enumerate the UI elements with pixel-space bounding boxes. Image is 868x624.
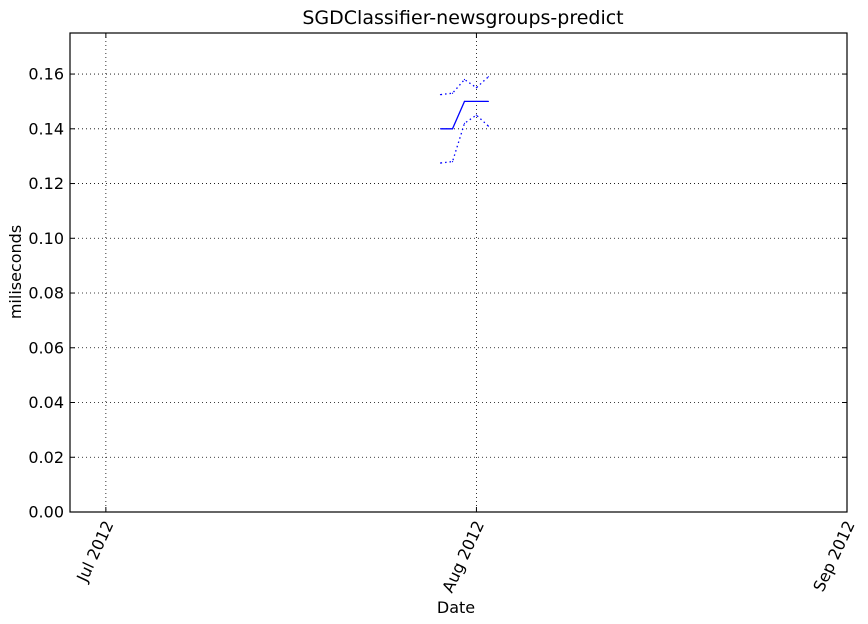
x-axis-label: Date <box>437 598 475 617</box>
data-point <box>439 162 442 164</box>
y-tick-label: 0.02 <box>28 448 64 467</box>
x-tick-label: Jul 2012 <box>72 518 117 586</box>
data-point <box>451 128 454 130</box>
y-tick-label: 0.10 <box>28 229 64 248</box>
x-tick-label: Sep 2012 <box>809 518 858 595</box>
y-tick-label: 0.08 <box>28 284 64 303</box>
y-tick-label: 0.06 <box>28 338 64 357</box>
plot-area <box>69 32 848 513</box>
data-point <box>487 76 489 78</box>
y-tick-label: 0.14 <box>28 119 64 138</box>
data-point <box>451 161 454 163</box>
y-tick-label: 0.04 <box>28 393 64 412</box>
y-tick-label: 0.16 <box>28 65 64 84</box>
data-point <box>475 100 478 103</box>
chart-title: SGDClassifier-newsgroups-predict <box>302 7 623 29</box>
data-point <box>451 92 454 94</box>
data-point <box>463 78 466 81</box>
series-group <box>439 76 489 164</box>
y-axis-label: miliseconds <box>6 225 25 319</box>
grid <box>70 33 848 512</box>
data-point <box>475 87 478 89</box>
data-point <box>463 122 466 124</box>
data-point <box>439 128 442 130</box>
data-point <box>475 114 478 116</box>
data-point <box>463 100 466 103</box>
x-tick-label: Aug 2012 <box>438 518 488 596</box>
data-point <box>487 125 489 127</box>
y-tick-label: 0.12 <box>28 174 64 193</box>
y-tick-label: 0.00 <box>28 503 64 522</box>
data-point <box>487 100 489 103</box>
lower-bound-line <box>440 114 489 164</box>
axis-ticks: 0.00 0.02 0.04 0.06 0.08 0.10 0.12 0.14 0.16 Jul … <box>28 33 859 596</box>
data-point <box>439 93 442 96</box>
upper-bound-line <box>440 76 489 96</box>
